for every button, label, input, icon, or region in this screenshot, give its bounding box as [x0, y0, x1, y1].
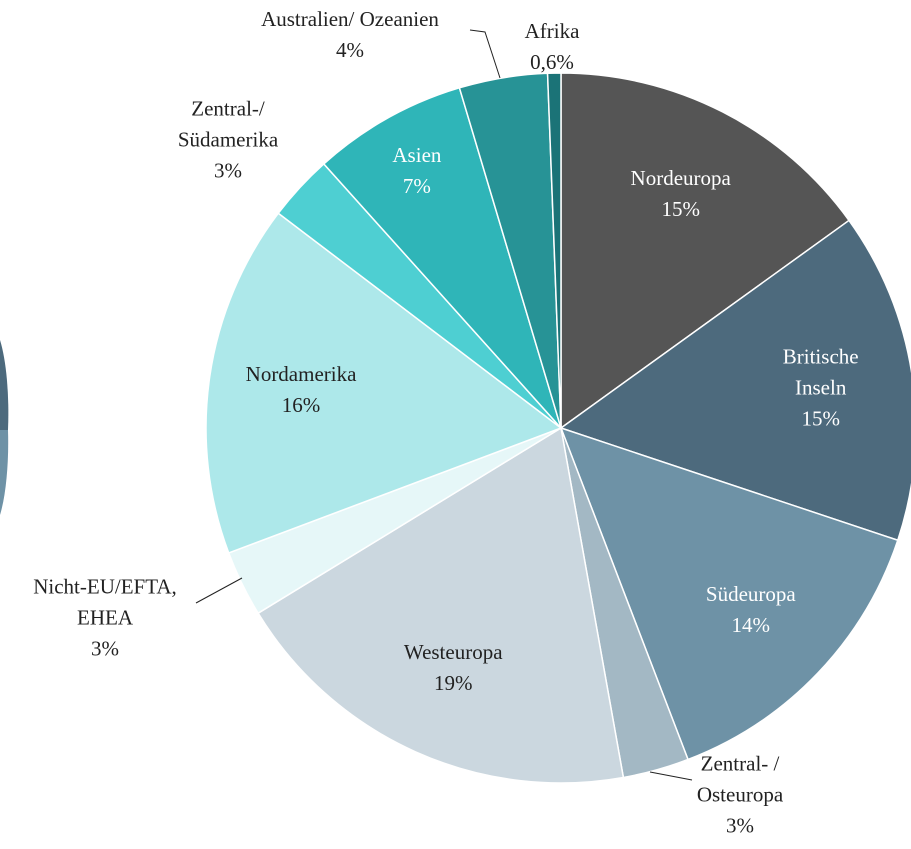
category-label: Asien	[392, 142, 442, 167]
slice-label: Britische Inseln 15%	[776, 342, 866, 435]
leader-line	[469, 29, 501, 79]
value-label: 7%	[402, 173, 431, 198]
category-label: Nordeuropa	[630, 166, 731, 191]
slice-label: Nordamerika 16%	[246, 359, 357, 421]
slice-label: Zentral- / Osteuropa 3%	[697, 749, 783, 842]
pie-slice	[560, 72, 851, 430]
category-label: Südeuropa	[705, 581, 796, 606]
slice-label: Südeuropa 14%	[706, 579, 796, 641]
pie-slice	[559, 219, 911, 542]
value-label: 14%	[731, 612, 771, 637]
slice-label: Nicht-EU/EFTA, EHEA 3%	[33, 572, 177, 665]
value-label: 3%	[726, 813, 754, 838]
category-label: Nicht-EU/EFTA, EHEA	[33, 574, 177, 630]
leader-line	[649, 771, 693, 781]
cropped-pie	[0, 340, 9, 430]
slice-label: Westeuropa 19%	[404, 637, 503, 699]
value-label: 15%	[661, 197, 700, 222]
category-label: Zentral-/ Südamerika	[177, 96, 279, 152]
slice-label: Afrika 0,6%	[525, 16, 580, 78]
value-label: 15%	[801, 406, 840, 431]
slice-label: Australien/ Ozeanien 4%	[261, 4, 439, 66]
category-label: Nordamerika	[245, 362, 357, 387]
value-label: 16%	[281, 393, 321, 418]
category-label: Australien/ Ozeanien	[261, 7, 439, 31]
pie-slice	[546, 72, 562, 429]
leader-line	[195, 577, 243, 604]
cropped-pie	[0, 430, 9, 515]
category-label: Britische Inseln	[782, 344, 859, 400]
value-label: 0,6%	[530, 50, 574, 74]
pie-slice	[559, 426, 899, 761]
pie-slice	[322, 86, 562, 429]
pie-slice	[205, 212, 563, 554]
category-label: Westeuropa	[403, 639, 503, 664]
value-label: 4%	[336, 38, 364, 62]
value-label: 3%	[214, 158, 242, 183]
category-label: Zentral- / Osteuropa	[696, 751, 784, 807]
slice-label: Nordeuropa 15%	[631, 163, 731, 225]
slice-label: Zentral-/ Südamerika 3%	[178, 94, 278, 187]
category-label: Afrika	[524, 19, 580, 43]
value-label: 19%	[433, 670, 473, 695]
pie-slice	[257, 426, 625, 784]
value-label: 3%	[90, 636, 119, 661]
slice-label: Asien 7%	[392, 140, 441, 202]
